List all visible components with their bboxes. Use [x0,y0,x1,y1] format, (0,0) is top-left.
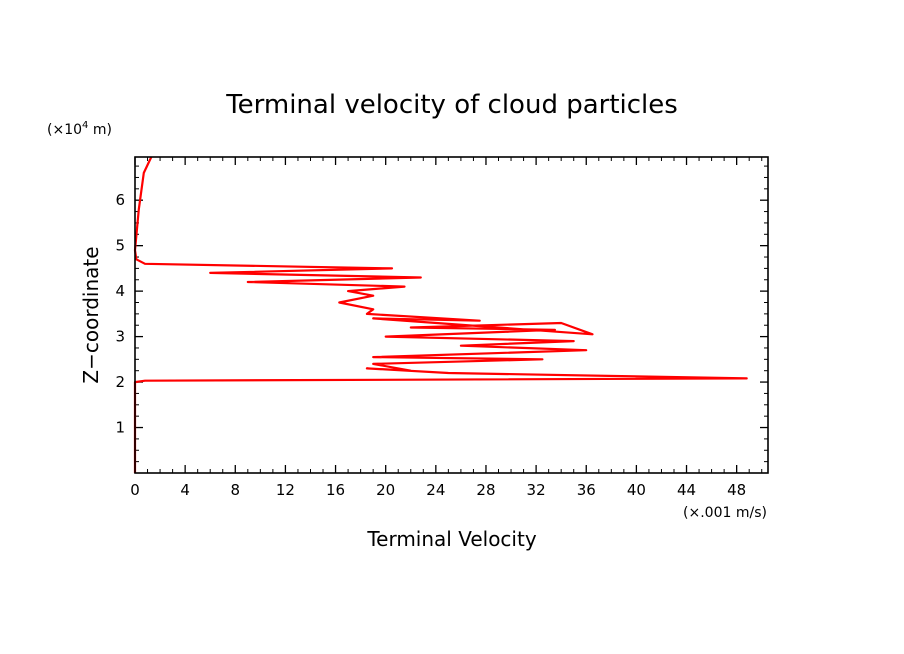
x-tick-label: 48 [727,481,746,499]
y-tick-label: 2 [115,373,125,391]
y-axis-label: Z−coordinate [79,246,103,383]
x-tick-label: 28 [476,481,495,499]
chart-title: Terminal velocity of cloud particles [225,90,678,120]
x-tick-label: 16 [326,481,345,499]
x-tick-label: 12 [276,481,295,499]
y-tick-label: 1 [115,419,125,437]
x-tick-label: 32 [527,481,546,499]
x-tick-label: 40 [627,481,646,499]
plot-frame [134,156,769,474]
x-tick-label: 20 [376,481,395,499]
x-tick-label: 4 [180,481,190,499]
x-tick-label: 36 [577,481,596,499]
y-unit-exponent: 4 [82,120,88,131]
x-axis-unit: (×.001 m/s) [683,505,767,521]
y-unit-suffix: m) [88,122,112,138]
y-tick-label: 4 [115,282,125,300]
y-tick-label: 3 [115,328,125,346]
y-tick-label: 5 [115,237,125,255]
x-tick-label: 0 [130,481,140,499]
y-tick-label: 6 [115,191,125,209]
ticks [134,157,768,473]
series-line [133,156,748,473]
y-axis-unit: (×104 m) [47,120,112,138]
x-axis-label: Terminal Velocity [366,527,537,551]
x-tick-label: 24 [426,481,445,499]
y-unit-prefix: (×10 [47,122,82,138]
x-tick-label: 8 [231,481,241,499]
x-tick-label: 44 [677,481,696,499]
